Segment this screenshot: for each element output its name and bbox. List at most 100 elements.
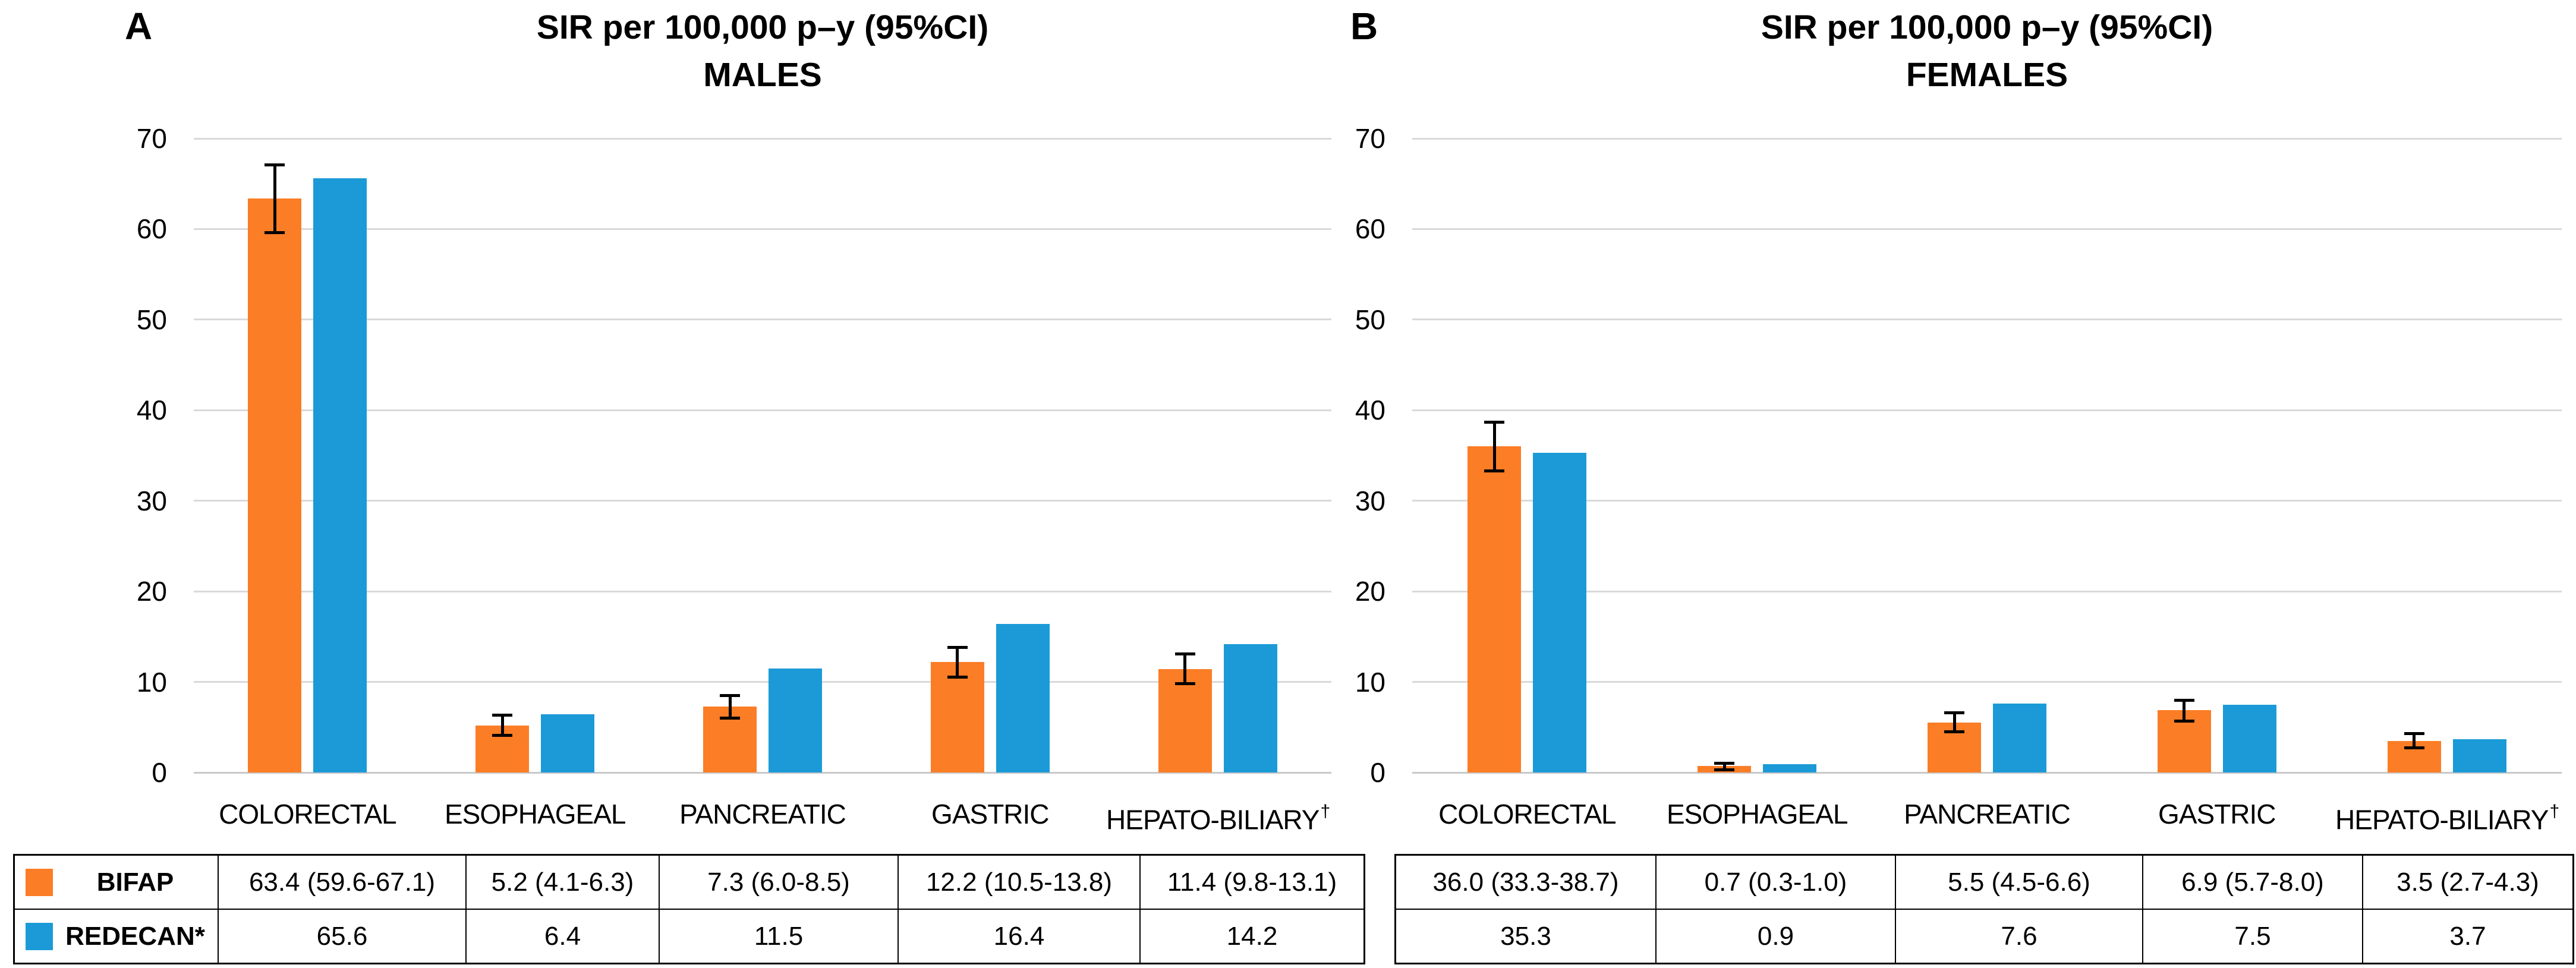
error-bar-line — [728, 695, 732, 718]
y-axis-label: 20 — [136, 576, 167, 607]
value-cell-males-bifap-gastric: 12.2 (10.5-13.8) — [897, 856, 1139, 909]
error-bar-line — [2413, 733, 2416, 748]
bar-plot-females — [1412, 137, 2562, 774]
value-cell-males-bifap-esophageal: 5.2 (4.1-6.3) — [465, 856, 659, 909]
value-cell-females-redecan-gastric: 7.5 — [2142, 910, 2362, 963]
y-axis-label: 20 — [1355, 576, 1385, 607]
chart-title-females: SIR per 100,000 p–y (95%CI) FEMALES — [1412, 4, 2562, 99]
category-label-pancreatic: PANCREATIC — [679, 799, 846, 830]
bar-females-colorectal-bifap — [1467, 446, 1522, 772]
gridline — [1412, 409, 2562, 411]
value-cell-females-redecan-colorectal: 35.3 — [1500, 921, 1551, 951]
gridline — [194, 500, 1331, 502]
y-axis-label: 0 — [1370, 757, 1385, 788]
panel-letter-a: A — [125, 5, 153, 48]
bar-males-colorectal-bifap — [248, 198, 302, 772]
error-bar-line — [1492, 422, 1496, 471]
error-bar-cap-top — [264, 163, 285, 166]
error-bar-cap-top — [720, 693, 740, 697]
x-axis-line — [194, 771, 1331, 774]
value-cell-males-redecan-colorectal: 65.6 — [218, 910, 465, 963]
error-bar-cap-bottom — [720, 717, 740, 720]
value-cell-females-bifap-pancreatic: 5.5 (4.5-6.6) — [1895, 856, 2142, 909]
value-cell-females-bifap-colorectal: 36.0 (33.3-38.7) — [1432, 867, 1619, 897]
error-bar-cap-bottom — [2174, 719, 2194, 723]
value-cell-females-redecan-esophageal: 0.9 — [1655, 910, 1895, 963]
bar-plot-males — [194, 137, 1331, 774]
value-cell-males-redecan-gastric: 16.4 — [897, 910, 1139, 963]
bar-females-esophageal-redecan — [1763, 764, 1817, 772]
y-axis-label: 40 — [1355, 395, 1385, 426]
error-bar-cap-bottom — [492, 734, 513, 737]
error-bar-cap-top — [2174, 698, 2194, 702]
error-bar-cap-bottom — [2404, 746, 2424, 750]
error-bar-line — [1183, 654, 1187, 684]
category-label-gastric: GASTRIC — [2158, 799, 2276, 830]
legend-cell-redecan: REDECAN* — [15, 910, 218, 963]
category-label-esophageal: ESOPHAGEAL — [444, 799, 626, 830]
value-cell-females-bifap-hepato-biliary: 3.5 (2.7-4.3) — [2362, 856, 2572, 909]
error-bar-cap-top — [2404, 731, 2424, 735]
x-axis-line — [1412, 771, 2562, 774]
bar-males-gastric-redecan — [996, 624, 1050, 772]
table-row-redecan: 35.3 0.9 7.6 7.5 3.7 — [1396, 909, 2572, 963]
gridline — [1412, 500, 2562, 502]
error-bar-cap-bottom — [947, 676, 968, 679]
y-axis-label: 50 — [1355, 304, 1385, 335]
y-axis-label: 30 — [1355, 485, 1385, 516]
value-cell-males-redecan-pancreatic: 11.5 — [659, 910, 897, 963]
error-bar-line — [1953, 712, 1956, 732]
y-axis-label: 10 — [136, 666, 167, 698]
bar-females-gastric-redecan — [2222, 704, 2276, 772]
y-axis-label: 70 — [1355, 123, 1385, 154]
category-label-colorectal: COLORECTAL — [219, 799, 396, 830]
gridline — [194, 228, 1331, 230]
value-cell-females-bifap-esophageal: 0.7 (0.3-1.0) — [1655, 856, 1895, 909]
bar-females-hepato-biliary-redecan — [2452, 739, 2506, 772]
error-bar-cap-top — [1944, 711, 1964, 714]
category-label-colorectal: COLORECTAL — [1438, 799, 1616, 830]
y-axis-label: 0 — [152, 757, 167, 788]
chart-title-males-line2: MALES — [703, 56, 822, 94]
value-cell-females-redecan-hepato-biliary: 3.7 — [2362, 910, 2572, 963]
category-label-esophageal: ESOPHAGEAL — [1666, 799, 1848, 830]
y-axis-label: 70 — [136, 123, 167, 154]
value-cell-males-redecan-hepato-biliary: 14.2 — [1139, 910, 1363, 963]
gridline — [1412, 319, 2562, 321]
y-axis-label: 60 — [136, 213, 167, 245]
panel-letter-b: B — [1350, 5, 1378, 48]
gridline — [1412, 681, 2562, 683]
legend-label-bifap: BIFAP — [96, 867, 174, 897]
error-bar-line — [273, 165, 276, 233]
gridline — [194, 681, 1331, 683]
category-label-hepato-biliary: HEPATO-BILIARY† — [2335, 802, 2560, 835]
chart-title-males: SIR per 100,000 p–y (95%CI) MALES — [194, 4, 1331, 99]
error-bar-cap-bottom — [1174, 682, 1195, 686]
chart-title-females-line2: FEMALES — [1906, 56, 2068, 94]
table-row-bifap: 36.0 (33.3-38.7) 0.7 (0.3-1.0) 5.5 (4.5-6.… — [1396, 856, 2572, 909]
error-bar-cap-bottom — [264, 231, 285, 235]
gridline — [1412, 590, 2562, 592]
bar-males-esophageal-redecan — [541, 714, 595, 772]
value-cell-females-redecan-pancreatic: 7.6 — [1895, 910, 2142, 963]
legend-label-redecan: REDECAN* — [65, 921, 205, 951]
table-row-redecan: REDECAN* 65.6 6.4 11.5 16.4 14.2 — [15, 909, 1363, 963]
value-cell-males-bifap-colorectal: 63.4 (59.6-67.1) — [218, 856, 465, 909]
y-axis-label: 30 — [136, 485, 167, 516]
bar-males-hepato-biliary-bifap — [1158, 669, 1212, 772]
error-bar-cap-top — [947, 646, 968, 649]
legend-cell-bifap: BIFAP — [15, 856, 218, 909]
bar-males-gastric-bifap — [930, 662, 984, 772]
data-table-males: BIFAP 63.4 (59.6-67.1) 5.2 (4.1-6.3) 7.3 (6… — [13, 854, 1365, 964]
gridline — [194, 409, 1331, 411]
bifap-swatch — [26, 868, 53, 896]
error-bar-cap-bottom — [1944, 730, 1964, 733]
error-bar-cap-top — [1174, 652, 1195, 655]
y-axis-label: 10 — [1355, 666, 1385, 698]
y-axis-label: 40 — [136, 395, 167, 426]
gridline — [1412, 228, 2562, 230]
bar-males-pancreatic-redecan — [769, 668, 822, 772]
error-bar-line — [956, 647, 959, 677]
error-bar-line — [1722, 763, 1726, 770]
